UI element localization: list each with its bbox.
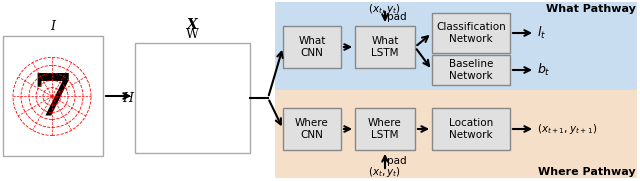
Bar <box>152 106 168 122</box>
Text: Location
Network: Location Network <box>449 118 493 140</box>
Bar <box>168 59 184 74</box>
Bar <box>201 74 217 90</box>
Bar <box>234 59 250 74</box>
Bar <box>201 106 217 122</box>
Bar <box>135 137 152 153</box>
Text: Where Pathway: Where Pathway <box>538 167 636 177</box>
FancyBboxPatch shape <box>283 108 341 150</box>
Bar <box>152 74 168 90</box>
FancyBboxPatch shape <box>355 26 415 68</box>
Bar <box>152 137 168 153</box>
Bar <box>184 90 201 106</box>
Text: $(x_t, y_t)$: $(x_t, y_t)$ <box>369 2 401 16</box>
FancyBboxPatch shape <box>432 108 510 150</box>
Text: I: I <box>51 20 56 33</box>
Bar <box>234 137 250 153</box>
Bar <box>135 43 152 59</box>
Text: 7: 7 <box>33 70 74 126</box>
Text: pad: pad <box>387 156 406 166</box>
Bar <box>168 137 184 153</box>
Bar <box>184 122 201 137</box>
FancyBboxPatch shape <box>135 43 250 153</box>
Text: $(x_{t+1}, y_{t+1})$: $(x_{t+1}, y_{t+1})$ <box>537 122 597 136</box>
Text: Classification
Network: Classification Network <box>436 22 506 44</box>
Bar <box>217 74 234 90</box>
Bar <box>201 137 217 153</box>
Bar <box>135 59 152 74</box>
Text: W: W <box>186 28 199 41</box>
Text: $b_t$: $b_t$ <box>537 62 550 78</box>
Bar <box>201 122 217 137</box>
Text: Baseline
Network: Baseline Network <box>449 59 493 81</box>
Bar <box>184 137 201 153</box>
Text: pad: pad <box>387 12 406 22</box>
Bar <box>234 43 250 59</box>
Bar <box>135 74 152 90</box>
Bar <box>135 122 152 137</box>
Bar <box>152 90 168 106</box>
Bar <box>217 122 234 137</box>
Bar <box>201 43 217 59</box>
Bar <box>234 74 250 90</box>
FancyBboxPatch shape <box>432 13 510 53</box>
Bar <box>152 43 168 59</box>
FancyBboxPatch shape <box>432 55 510 85</box>
Text: Where
CNN: Where CNN <box>295 118 329 140</box>
Bar <box>234 106 250 122</box>
Text: $l_t$: $l_t$ <box>537 25 546 41</box>
Text: $(x_t, y_t)$: $(x_t, y_t)$ <box>369 165 401 179</box>
Text: What Pathway: What Pathway <box>546 4 636 14</box>
Bar <box>217 59 234 74</box>
Bar <box>217 43 234 59</box>
Bar <box>184 106 201 122</box>
Bar <box>201 59 217 74</box>
Bar <box>168 106 184 122</box>
Bar <box>184 59 201 74</box>
Bar <box>152 122 168 137</box>
Text: What
CNN: What CNN <box>298 36 326 58</box>
Bar <box>135 106 152 122</box>
Bar <box>201 90 217 106</box>
Bar <box>135 90 152 106</box>
FancyBboxPatch shape <box>355 108 415 150</box>
FancyBboxPatch shape <box>275 90 637 178</box>
Text: Where
LSTM: Where LSTM <box>368 118 402 140</box>
Bar <box>217 106 234 122</box>
FancyBboxPatch shape <box>275 2 637 90</box>
Bar <box>217 137 234 153</box>
FancyBboxPatch shape <box>3 36 103 156</box>
Bar <box>234 122 250 137</box>
Bar <box>168 122 184 137</box>
Bar <box>184 43 201 59</box>
Bar <box>184 74 201 90</box>
Bar <box>168 43 184 59</box>
Bar <box>168 74 184 90</box>
FancyBboxPatch shape <box>283 26 341 68</box>
Bar <box>217 90 234 106</box>
Bar <box>168 90 184 106</box>
Text: What
LSTM: What LSTM <box>371 36 399 58</box>
Bar <box>234 90 250 106</box>
Bar <box>152 59 168 74</box>
Text: H: H <box>122 92 133 104</box>
Text: X: X <box>187 18 198 32</box>
